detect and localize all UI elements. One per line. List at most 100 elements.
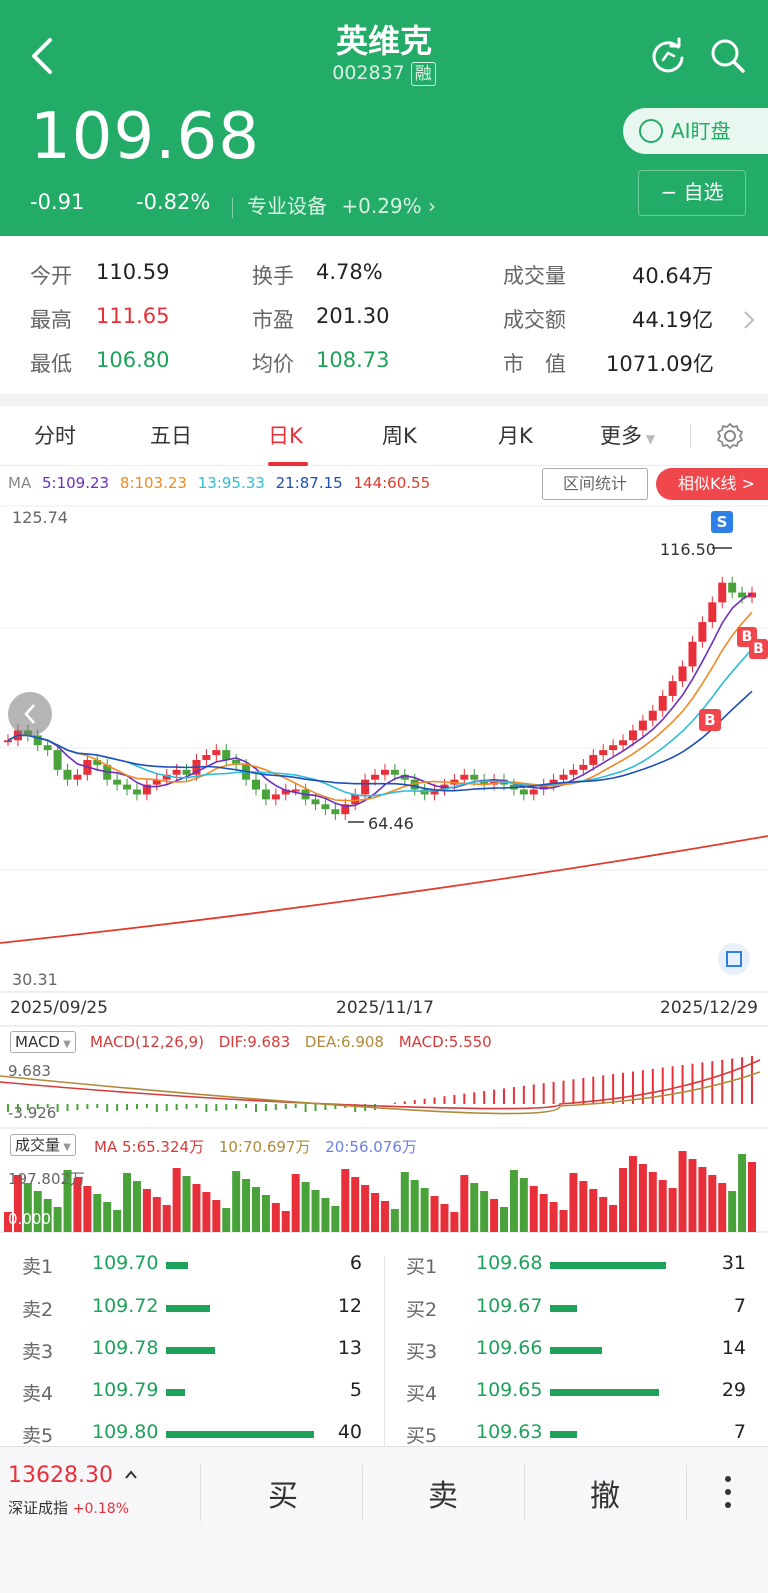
buy-button[interactable]: 买: [268, 1479, 298, 1514]
tab-weekly-k[interactable]: 周K: [382, 424, 417, 448]
ask-qty[interactable]: 40: [337, 1421, 362, 1443]
low-label: 最低: [30, 352, 72, 376]
macd-selector[interactable]: MACD ▼: [10, 1031, 76, 1053]
back-icon[interactable]: [22, 32, 62, 80]
ask-qty[interactable]: 12: [337, 1295, 362, 1317]
bid-qty[interactable]: 7: [733, 1295, 746, 1317]
ask-qty[interactable]: 5: [349, 1379, 362, 1401]
macd-y-min: -3.926: [8, 1104, 57, 1122]
volume-bar: [490, 1199, 499, 1232]
search-icon[interactable]: [708, 36, 748, 76]
high-label: 最高: [30, 308, 72, 332]
index-name: 深证成指: [8, 1499, 69, 1517]
candle-body: [331, 809, 340, 815]
ai-watch-button[interactable]: AI盯盘: [623, 108, 768, 154]
candle-body: [63, 769, 72, 780]
candle-body: [132, 789, 141, 795]
candle-body: [728, 582, 737, 593]
ask-price: 109.70: [92, 1252, 159, 1274]
tab-five-day[interactable]: 五日: [150, 424, 192, 448]
volume-bar: [460, 1175, 469, 1232]
tab-intraday[interactable]: 分时: [34, 424, 76, 448]
bid-price: 109.66: [476, 1337, 543, 1359]
ask-qty[interactable]: 13: [337, 1337, 362, 1359]
current-price: 109.68: [30, 100, 260, 174]
sector-change: +0.29%: [341, 194, 422, 218]
candle-body: [688, 641, 697, 667]
bid-qty[interactable]: 7: [733, 1421, 746, 1443]
volume-bar: [410, 1180, 419, 1232]
avg-value: 108.73: [316, 348, 390, 372]
candle-body: [619, 740, 628, 746]
ma8-line: [7, 611, 753, 802]
index-value: 13628.30: [8, 1463, 113, 1488]
volume-selector[interactable]: 成交量 ▼: [10, 1134, 76, 1156]
buy-badge[interactable]: [699, 627, 768, 731]
pe-label: 市盈: [252, 308, 294, 332]
volume-bar: [509, 1170, 518, 1232]
stock-header: 英维克 002837 融 109.68 -0.91 -0.82% 专业设备 +0.…: [0, 0, 768, 236]
volume-bar: [113, 1210, 122, 1232]
pe-value: 201.30: [316, 304, 390, 328]
ask-level-label: 卖1: [22, 1256, 54, 1278]
candle-body: [400, 774, 409, 780]
refresh-icon[interactable]: [648, 36, 688, 76]
volume-bar: [450, 1212, 459, 1232]
bid-qty[interactable]: 31: [721, 1252, 746, 1274]
volume-bar: [162, 1205, 171, 1232]
kline-chart[interactable]: [0, 466, 768, 1236]
remove-watchlist-button[interactable]: − 自选: [638, 170, 746, 216]
sell-badge[interactable]: [711, 511, 733, 533]
more-options-icon[interactable]: [725, 1475, 731, 1509]
tab-more[interactable]: 更多 ▼: [600, 424, 656, 448]
sector-link[interactable]: 专业设备 +0.29% ›: [232, 190, 436, 219]
volume-bar: [361, 1185, 370, 1232]
candle-body: [43, 745, 52, 751]
candle-body: [162, 774, 171, 780]
low-mark-label: 64.46: [368, 814, 414, 833]
volume-bar: [480, 1191, 489, 1232]
macd-series: [0, 1055, 761, 1115]
candle-body: [53, 750, 62, 770]
stock-code: 002837: [332, 62, 405, 84]
candle-body: [113, 779, 122, 785]
tab-daily-k[interactable]: 日K: [268, 424, 303, 448]
index-change: +0.18%: [72, 1501, 130, 1517]
volume-bar: [648, 1172, 657, 1232]
candle-body: [480, 779, 489, 785]
ask-qty[interactable]: 6: [349, 1252, 362, 1274]
volume-bar: [152, 1197, 161, 1232]
sell-button[interactable]: 卖: [428, 1479, 458, 1514]
candle-body: [638, 720, 647, 731]
volume-bar: [23, 1183, 32, 1232]
stock-code-row: 002837 融: [0, 62, 768, 86]
tab-monthly-k[interactable]: 月K: [498, 424, 533, 448]
volume-series: [4, 1151, 756, 1232]
quote-panel[interactable]: 今开 110.59 最高 111.65 最低 106.80 换手 4.78% 市…: [0, 236, 768, 394]
date-start: 2025/09/25: [10, 998, 108, 1018]
volume-bar: [569, 1173, 578, 1232]
candle-body: [351, 794, 360, 805]
y-max-label: 125.74: [12, 508, 68, 527]
volume-bar: [559, 1210, 568, 1232]
scroll-left-handle[interactable]: [8, 692, 52, 736]
candle-body: [668, 681, 677, 696]
macd-y-max: 9.683: [8, 1062, 51, 1080]
gear-icon[interactable]: [716, 422, 744, 450]
candle-body: [549, 779, 558, 785]
chevron-right-icon: ›: [428, 194, 437, 218]
expand-icon[interactable]: [718, 943, 750, 975]
candle-body: [628, 730, 637, 741]
volume-bar: [688, 1159, 697, 1232]
cancel-order-button[interactable]: 撤: [590, 1479, 620, 1514]
volume-bar: [53, 1207, 62, 1232]
range-stats-button[interactable]: 区间统计: [542, 468, 648, 500]
chevron-right-icon[interactable]: [742, 309, 756, 331]
bid-qty[interactable]: 14: [721, 1337, 746, 1359]
volume-bar: [519, 1178, 528, 1232]
similar-kline-button[interactable]: 相似K线 >: [656, 468, 768, 500]
bid-qty[interactable]: 29: [721, 1379, 746, 1401]
ask-price: 109.78: [92, 1337, 159, 1359]
ask-level-label: 卖2: [22, 1299, 54, 1321]
candle-body: [569, 769, 578, 775]
